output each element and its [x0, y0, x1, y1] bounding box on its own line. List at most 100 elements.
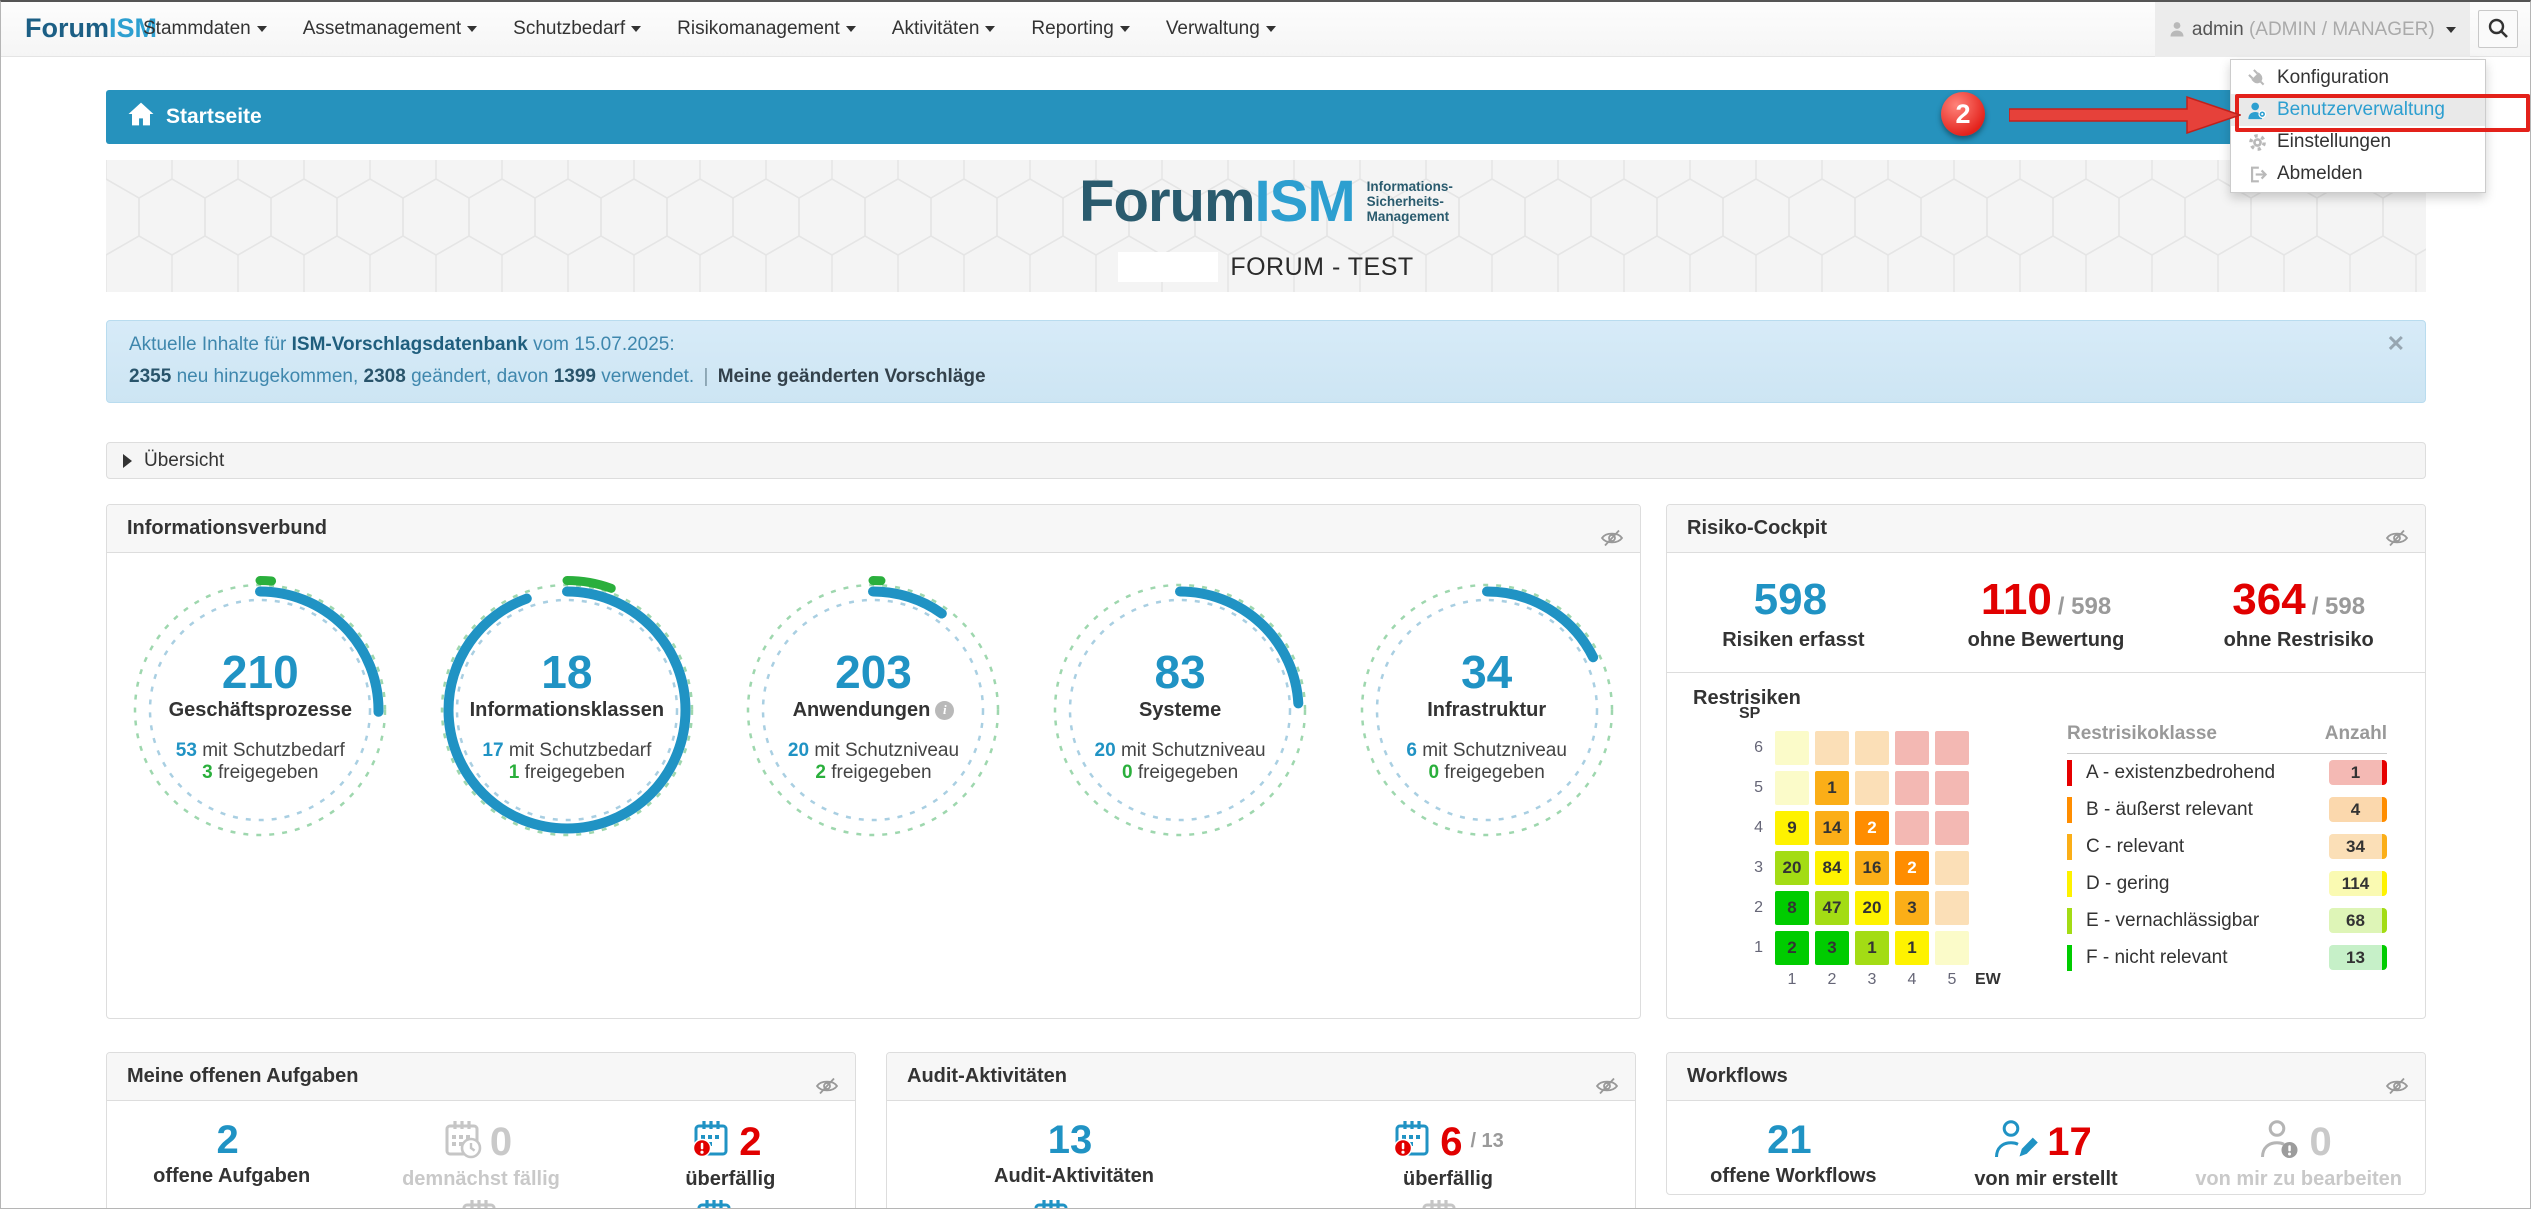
- stat-demnächst-fällig[interactable]: 0 demnächst fällig: [402, 1119, 560, 1191]
- user-name: admin: [2191, 19, 2244, 40]
- stat-offene-workflows[interactable]: 21 offene Workflows: [1710, 1118, 1877, 1187]
- risk-stat-risiken-erfasst[interactable]: 598 Risiken erfasst: [1722, 575, 1865, 652]
- legend-color-strip: [2067, 759, 2072, 786]
- gauge-total: 34: [1461, 646, 1513, 698]
- legend-count-badge: 68: [2329, 908, 2387, 933]
- forumism-logo: ForumISM Informations- Sicherheits- Mana…: [1079, 169, 1453, 234]
- heatmap-row-label: 6: [1754, 739, 1763, 756]
- eye-slash-icon[interactable]: [2385, 1067, 2409, 1114]
- heatmap-cell: 8: [1775, 891, 1809, 925]
- close-icon[interactable]: ✕: [2386, 331, 2405, 356]
- gauge-line1: 20 mit Schutzniveau: [787, 740, 960, 761]
- menu-item-benutzerverwaltung[interactable]: Benutzerverwaltung: [2231, 94, 2530, 132]
- stat-row: 13 Audit-Aktivitäten 6/ 13 überfällig: [887, 1119, 1635, 1191]
- user-dropdown-menu: Konfiguration Benutzerverwaltung Einstellu…: [2230, 59, 2530, 193]
- legend-label: E - vernachlässigbar: [2086, 909, 2260, 931]
- nav-item-risikomanagement[interactable]: Risikomanagement: [677, 2, 856, 57]
- stat-überfällig[interactable]: 6/ 13 überfällig: [1261, 1119, 1635, 1191]
- legend-row-a: A - existenzbedrohend 1: [2067, 754, 2387, 791]
- gauge-infrastruktur[interactable]: 34 Infrastruktur 6 mit Schutzniveau 0 fr…: [1352, 575, 1622, 845]
- stat-audit-aktivitäten[interactable]: 13 Audit-Aktivitäten: [994, 1118, 1154, 1187]
- heatmap-cell: [1895, 811, 1929, 845]
- stat-überfällig[interactable]: 2 überfällig: [685, 1119, 776, 1191]
- search-icon: [2487, 17, 2509, 42]
- heatmap-cell: [1855, 771, 1889, 805]
- gauge-systeme[interactable]: 83 Systeme 20 mit Schutzniveau 0 freigeg…: [1045, 575, 1315, 845]
- logout-icon: [2245, 165, 2269, 184]
- user-alert-icon: [2258, 1119, 2302, 1164]
- heatmap-cell: 84: [1815, 851, 1849, 885]
- gauge-line2: 0 freigegeben: [1428, 762, 1545, 783]
- user-edit-icon: [1992, 1119, 2039, 1164]
- user-menu-toggle[interactable]: admin (ADMIN / MANAGER): [2154, 2, 2470, 57]
- heatmap-cell: [1895, 771, 1929, 805]
- heatmap-cell: 3: [1895, 891, 1929, 925]
- main-menu: Stammdaten Assetmanagement Schutzbedarf Ris…: [143, 2, 1276, 57]
- calendar-clock-icon-partial: [1419, 1198, 1459, 1208]
- audit-aktivitaeten-panel: Audit-Aktivitäten 13 Audit-Aktivitäten 6/ …: [886, 1052, 1636, 1208]
- gauge-line1: 6 mit Schutzniveau: [1406, 740, 1567, 761]
- heatmap-cell: 2: [1775, 931, 1809, 965]
- eye-slash-icon[interactable]: [2385, 519, 2409, 566]
- informationsverbund-panel: Informationsverbund 210 Geschäftsprozess…: [106, 504, 1641, 1019]
- heatmap-row-label: 2: [1754, 899, 1763, 916]
- vorschlagsdatenbank-link[interactable]: ISM-Vorschlagsdatenbank: [291, 334, 528, 355]
- heatmap-cell: 3: [1815, 931, 1849, 965]
- users-icon: [2245, 101, 2269, 120]
- caret-down-icon: [2446, 26, 2456, 33]
- app-logo[interactable]: ForumISM: [25, 13, 158, 43]
- gauge-geschäftsprozesse[interactable]: 210 Geschäftsprozesse 53 mit Schutzbedar…: [125, 575, 395, 845]
- gauge-anwendungen[interactable]: 203 Anwendungen i 20 mit Schutzniveau 2 f…: [738, 575, 1008, 845]
- nav-item-assetmanagement[interactable]: Assetmanagement: [303, 2, 478, 57]
- risk-stats-row: 598 Risiken erfasst 110/ 598 ohne Bewertung…: [1667, 577, 2425, 652]
- heatmap-cell: 14: [1815, 811, 1849, 845]
- meine-vorschlaege-link[interactable]: Meine geänderten Vorschläge: [717, 366, 986, 387]
- info-icon[interactable]: i: [935, 700, 955, 720]
- caret-down-icon: [845, 25, 856, 32]
- panel-header: Audit-Aktivitäten: [887, 1053, 1635, 1101]
- nav-item-schutzbedarf[interactable]: Schutzbedarf: [513, 2, 642, 57]
- eye-slash-icon[interactable]: [1600, 519, 1624, 566]
- legend-header-count: Anzahl: [2324, 723, 2387, 744]
- caret-down-icon: [1265, 25, 1276, 32]
- stat-von-mir-erstellt[interactable]: 17 von mir erstellt: [1974, 1119, 2118, 1190]
- stat-von-mir-zu-bearbeiten[interactable]: 0 von mir zu bearbeiten: [2195, 1119, 2403, 1190]
- legend-count-badge: 114: [2329, 871, 2387, 896]
- gauge-informationsklassen[interactable]: 18 Informationsklassen 17 mit Schutzbeda…: [432, 575, 702, 845]
- nav-item-reporting[interactable]: Reporting: [1031, 2, 1130, 57]
- gauge-label: Systeme: [1138, 699, 1222, 721]
- risk-stat-ohne-restrisiko[interactable]: 364/ 598 ohne Restrisiko: [2223, 575, 2374, 652]
- stat-offene-aufgaben[interactable]: 2 offene Aufgaben: [153, 1118, 311, 1187]
- app-banner: ForumISM Informations- Sicherheits- Mana…: [106, 160, 2426, 292]
- annotation-step-badge: 2: [1941, 92, 1985, 136]
- info-banner: Aktuelle Inhalte für ISM-Vorschlagsdaten…: [106, 320, 2426, 403]
- legend-label: C - relevant: [2086, 835, 2185, 857]
- gauge-line1: 53 mit Schutzbedarf: [175, 740, 345, 761]
- legend-count-badge: 13: [2329, 945, 2387, 970]
- legend-count-badge: 4: [2329, 797, 2387, 822]
- heatmap-cell: 2: [1895, 851, 1929, 885]
- overview-panel-toggle[interactable]: Übersicht: [106, 442, 2426, 479]
- heatmap-cell: [1935, 811, 1969, 845]
- gauge-total: 210: [221, 646, 299, 698]
- nav-item-aktivitäten[interactable]: Aktivitäten: [892, 2, 996, 57]
- eye-slash-icon[interactable]: [815, 1067, 839, 1114]
- menu-item-konfiguration[interactable]: Konfiguration: [2231, 62, 2485, 94]
- nav-item-verwaltung[interactable]: Verwaltung: [1166, 2, 1276, 57]
- menu-item-einstellungen[interactable]: Einstellungen: [2231, 126, 2485, 158]
- legend-row-e: E - vernachlässigbar 68: [2067, 902, 2387, 939]
- nav-item-stammdaten[interactable]: Stammdaten: [143, 2, 267, 57]
- eye-slash-icon[interactable]: [1595, 1067, 1619, 1114]
- caret-down-icon: [467, 25, 478, 32]
- home-icon: [128, 102, 154, 132]
- legend-color-strip: [2067, 907, 2072, 934]
- heatmap-cell: [1775, 731, 1809, 765]
- caret-down-icon: [1119, 25, 1130, 32]
- heatmap-cell: [1935, 771, 1969, 805]
- heatmap-col-label: 1: [1787, 971, 1797, 988]
- heatmap-y-axis-label: SP: [1739, 705, 1761, 722]
- legend-label: A - existenzbedrohend: [2086, 761, 2276, 783]
- risk-stat-ohne-bewertung[interactable]: 110/ 598 ohne Bewertung: [1967, 575, 2125, 652]
- menu-item-abmelden[interactable]: Abmelden: [2231, 158, 2485, 190]
- search-button[interactable]: [2478, 10, 2518, 48]
